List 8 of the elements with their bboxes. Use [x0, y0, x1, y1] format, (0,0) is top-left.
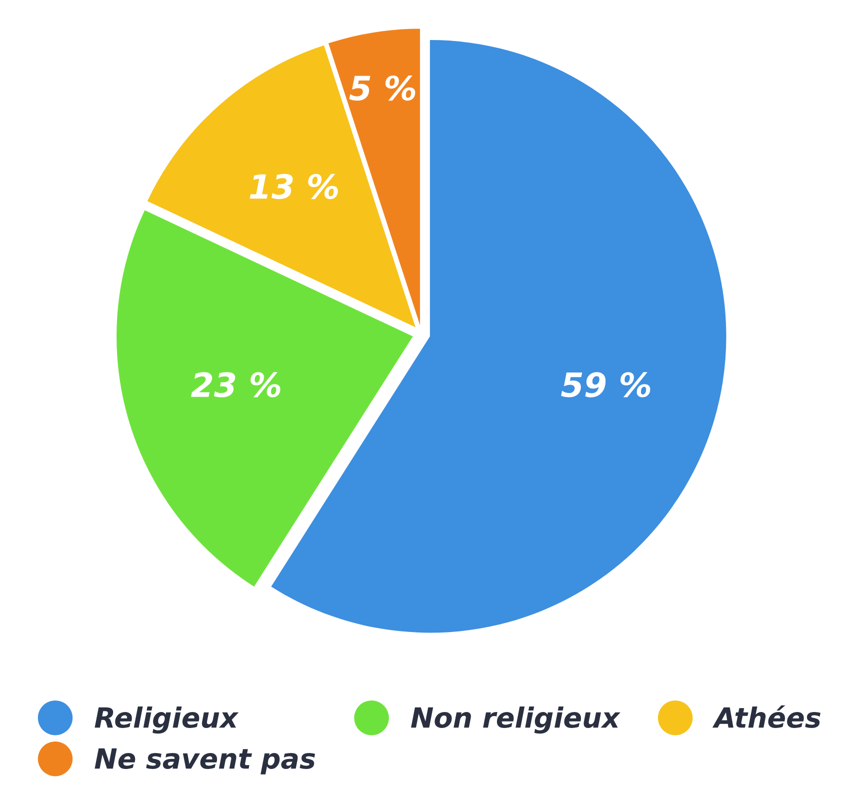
- legend-label: Non religieux: [411, 706, 620, 734]
- data-label: 59 %: [561, 372, 650, 398]
- data-label: 23 %: [191, 372, 280, 398]
- legend-label: Religieux: [94, 706, 239, 734]
- legend-label: Athées: [712, 705, 820, 728]
- data-label: 13 %: [250, 174, 338, 200]
- legend-label: Ne savent pas: [94, 748, 316, 774]
- data-label: 5 %: [349, 75, 416, 101]
